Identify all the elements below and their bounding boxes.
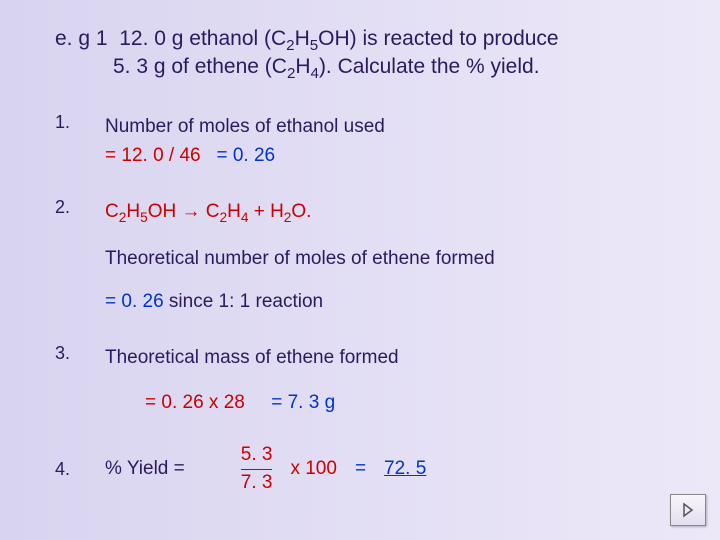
sub: 2 <box>286 37 294 54</box>
step-body: Theoretical mass of ethene formed <box>105 343 665 372</box>
sub: 2 <box>219 209 227 224</box>
t: C <box>200 201 219 222</box>
times-100: x 100 <box>290 454 336 483</box>
frac-denominator: 7. 3 <box>241 472 273 495</box>
example-prefix: e. g 1 <box>55 27 108 50</box>
chevron-right-icon <box>680 502 696 518</box>
txt: 12. 0 g ethanol (C <box>119 27 286 50</box>
txt: OH) is reacted to produce <box>318 27 558 50</box>
moles-answer: = 0. 26 <box>216 145 275 166</box>
step-body: % Yield = 5. 3 7. 3 x 100 = 72. 5 <box>105 444 665 495</box>
problem-line-2: 5. 3 g of ethene (C2H4). Calculate the %… <box>113 53 665 81</box>
theo-val: = 0. 26 <box>105 291 169 312</box>
step-number: 1. <box>55 112 105 171</box>
txt: H <box>295 27 310 50</box>
problem-statement: e. g 1 12. 0 g ethanol (C2H5OH) is react… <box>55 25 665 82</box>
step-number: 4. <box>55 459 105 480</box>
txt: H <box>295 55 310 78</box>
step-number: 3. <box>55 343 105 372</box>
problem-line-1: e. g 1 12. 0 g ethanol (C2H5OH) is react… <box>55 25 665 53</box>
theo-note: since 1: 1 reaction <box>169 291 323 312</box>
step-body: C2H5OH → C2H4 + H2O. <box>105 197 665 226</box>
moles-label: Number of moles of ethanol used <box>105 116 385 137</box>
t: C <box>105 201 119 222</box>
step-body: Number of moles of ethanol used = 12. 0 … <box>105 112 665 171</box>
sub: 5 <box>140 209 148 224</box>
step-1: 1. Number of moles of ethanol used = 12.… <box>55 112 665 171</box>
moles-calc: = 12. 0 / 46 <box>105 145 201 166</box>
theoretical-mass-calc: = 0. 26 x 28 = 7. 3 g <box>145 388 665 417</box>
yield-answer: 72. 5 <box>384 454 426 483</box>
frac-bar <box>241 469 273 470</box>
txt: 5. 3 g of ethene (C <box>113 55 287 78</box>
t: + H <box>248 201 283 222</box>
mass-calc: = 0. 26 x 28 <box>145 392 245 413</box>
t: OH <box>148 201 182 222</box>
theoretical-moles-label: Theoretical number of moles of ethene fo… <box>105 244 665 273</box>
sub: 4 <box>311 66 319 83</box>
step-4: 4. % Yield = 5. 3 7. 3 x 100 = 72. 5 <box>55 444 665 495</box>
steps: 1. Number of moles of ethanol used = 12.… <box>55 112 665 495</box>
yield-label: % Yield = <box>105 454 185 483</box>
equals: = <box>355 454 366 483</box>
txt: ). Calculate the % yield. <box>319 55 540 78</box>
slide-content: e. g 1 12. 0 g ethanol (C2H5OH) is react… <box>0 0 720 514</box>
t: O. <box>291 201 311 222</box>
equation: C2H5OH → C2H4 + H2O. <box>105 201 311 222</box>
frac-numerator: 5. 3 <box>241 444 273 467</box>
t: H <box>126 201 140 222</box>
mass-answer: = 7. 3 g <box>271 392 335 413</box>
step-3: 3. Theoretical mass of ethene formed <box>55 343 665 372</box>
theoretical-moles-value: = 0. 26 since 1: 1 reaction <box>105 287 665 316</box>
yield-fraction: 5. 3 7. 3 <box>241 444 273 495</box>
sub: 5 <box>310 37 318 54</box>
step-number: 2. <box>55 197 105 226</box>
t: H <box>227 201 241 222</box>
step-2: 2. C2H5OH → C2H4 + H2O. <box>55 197 665 226</box>
next-slide-button[interactable] <box>670 494 706 526</box>
arrow: → <box>181 201 200 222</box>
